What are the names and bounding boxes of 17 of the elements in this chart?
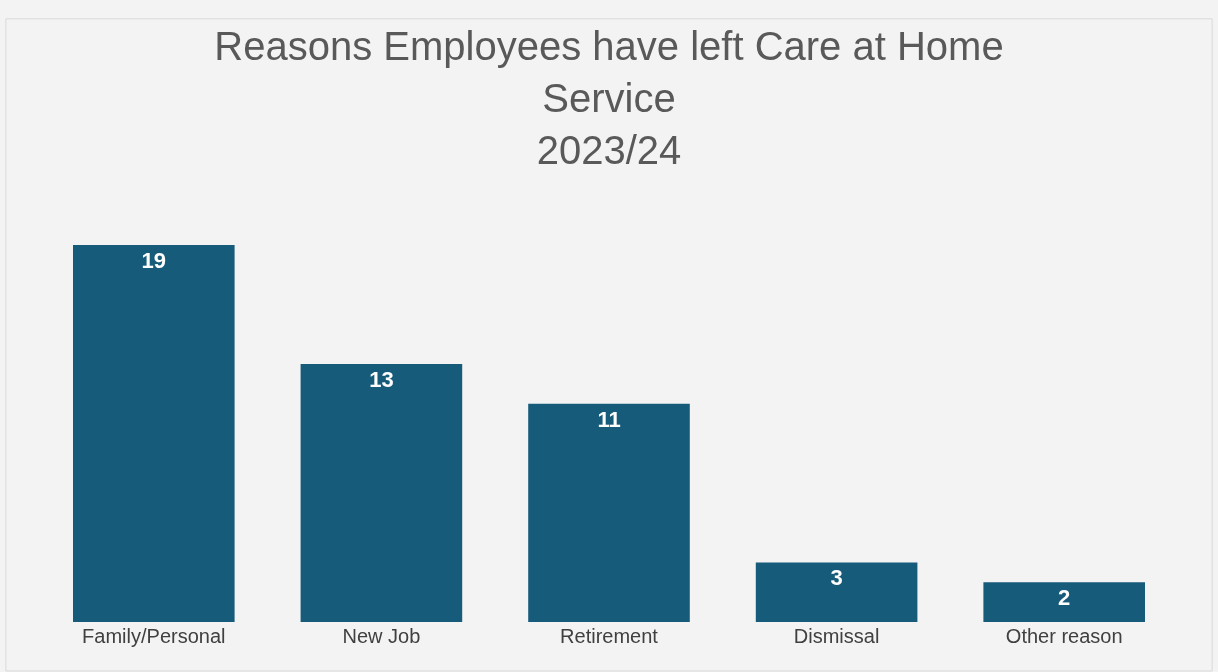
x-tick-label: Family/Personal (82, 625, 226, 647)
bar (983, 582, 1145, 622)
bar (300, 364, 463, 622)
bar (528, 403, 690, 622)
chart-subtitle: 2023/24 (536, 128, 682, 173)
x-tick-label: Other reason (1005, 625, 1123, 647)
chart-title: Reasons Employees have left Care at Home Service (214, 24, 1004, 121)
data-label: 13 (369, 367, 394, 393)
data-label: 2 (1058, 585, 1071, 611)
data-label: 3 (830, 565, 843, 591)
x-tick-label: New Job (342, 625, 421, 647)
data-label: 11 (597, 406, 621, 432)
bar (755, 562, 918, 622)
x-tick-label: Retirement (560, 625, 659, 647)
bar (73, 245, 235, 622)
x-tick-label: Dismissal (793, 625, 880, 647)
data-label: 19 (141, 248, 167, 273)
